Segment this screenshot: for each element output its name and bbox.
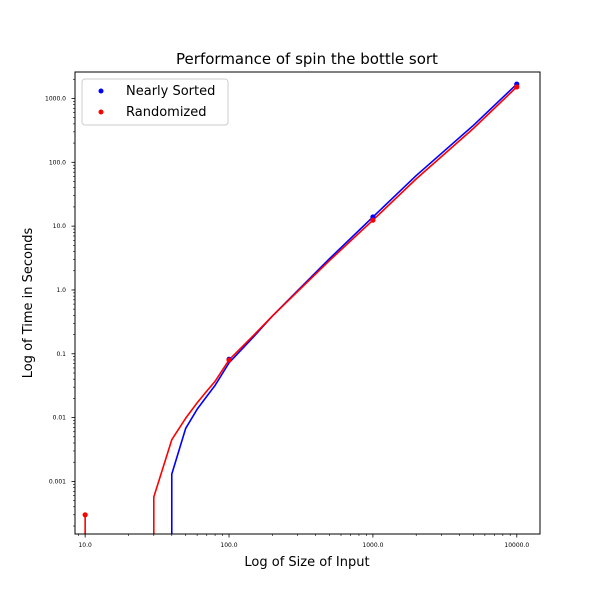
y-axis-title: Log of Time in Seconds bbox=[21, 227, 36, 378]
legend: Nearly Sorted Randomized bbox=[81, 78, 229, 126]
data-point-randomized bbox=[82, 512, 88, 518]
y-tick-label: 0.1 bbox=[56, 351, 66, 358]
data-point-randomized bbox=[226, 357, 232, 363]
x-axis-ticks: 10.0 100.0 1000.0 10000.0 bbox=[78, 534, 529, 549]
x-axis-title: Log of Size of Input bbox=[244, 555, 369, 570]
data-point-randomized bbox=[370, 217, 376, 223]
x-tick-label: 10.0 bbox=[78, 542, 92, 549]
series-line-nearly-sorted bbox=[170, 83, 518, 534]
y-tick-label: 1.0 bbox=[56, 287, 66, 294]
y-tick-label: 0.01 bbox=[53, 415, 67, 422]
legend-label-nearly-sorted: Nearly Sorted bbox=[126, 84, 215, 99]
plot-area-frame bbox=[74, 71, 541, 535]
legend-label-randomized: Randomized bbox=[126, 105, 207, 120]
y-tick-label: 0.001 bbox=[49, 478, 66, 485]
x-tick-label: 10000.0 bbox=[504, 542, 529, 549]
y-axis-ticks: 0.001 0.01 0.1 1.0 10.0 100.0 1000.0 bbox=[45, 78, 75, 527]
y-tick-label: 10.0 bbox=[53, 223, 67, 230]
series-line-randomized bbox=[84, 86, 518, 534]
legend-marker-randomized bbox=[98, 109, 104, 115]
data-point-randomized bbox=[514, 84, 520, 90]
series-points bbox=[82, 81, 520, 518]
legend-box bbox=[81, 78, 229, 126]
legend-marker-nearly-sorted bbox=[98, 88, 104, 94]
chart-title: Performance of spin the bottle sort bbox=[176, 50, 438, 68]
y-tick-label: 100.0 bbox=[49, 159, 66, 166]
x-tick-label: 100.0 bbox=[220, 542, 237, 549]
x-tick-label: 1000.0 bbox=[362, 542, 383, 549]
series-lines bbox=[84, 83, 518, 534]
y-tick-label: 1000.0 bbox=[45, 95, 66, 102]
